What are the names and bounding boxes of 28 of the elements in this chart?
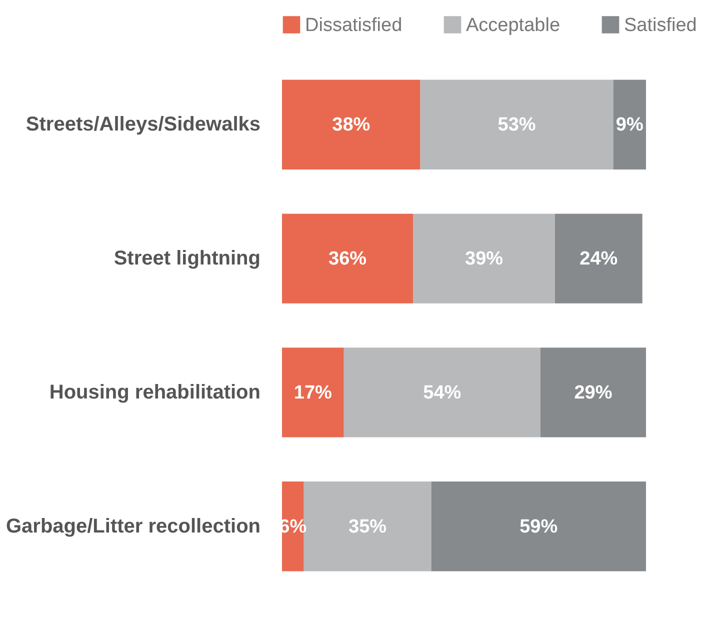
bar [431,482,646,572]
legend-label: Satisfied [624,14,697,36]
data-label: 54% [423,382,462,404]
data-label: 35% [348,516,387,538]
legend-label: Dissatisfied [305,14,402,36]
bar [413,214,555,304]
data-label: 24% [580,248,618,270]
data-label: 59% [520,516,558,538]
bar [282,214,414,304]
bar [282,80,420,170]
legend-label: Acceptable [466,14,560,36]
y-tick-label: Garbage/Litter recollection [6,515,260,538]
data-label: 39% [465,248,504,270]
data-label: 9% [616,114,644,136]
bar [282,348,344,438]
bar [540,348,646,438]
data-label: 29% [574,382,612,404]
bar [613,80,646,170]
y-tick-label: Streets/Alleys/Sidewalks [26,114,260,136]
y-tick-label: Street lightning [114,248,260,270]
data-label: 36% [328,248,367,270]
bar [420,80,614,170]
y-tick-label: Housing rehabilitation [49,381,260,404]
bar [555,214,642,304]
data-label: 53% [498,114,536,136]
bar [344,348,540,438]
data-label: 38% [332,114,370,136]
data-label: 17% [294,382,332,404]
